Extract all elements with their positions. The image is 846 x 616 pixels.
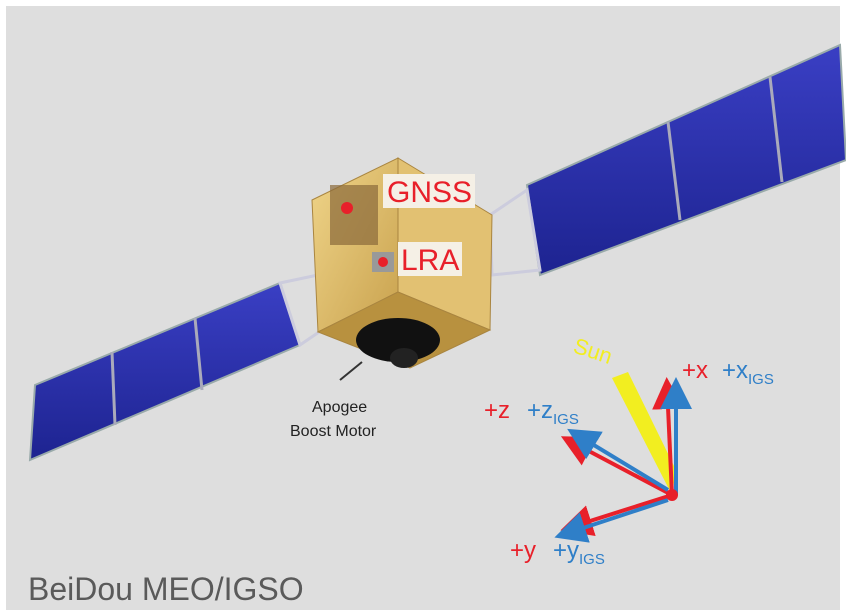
label-gnss: GNSS [387, 176, 472, 209]
label-main: +z [527, 397, 553, 424]
label-main: +y [553, 537, 579, 564]
label-y-igs: +yIGS [553, 537, 605, 568]
leader-line [339, 361, 363, 381]
axis-z-igs [567, 428, 670, 492]
apogee-motor [356, 318, 440, 362]
label-sub: IGS [748, 371, 774, 388]
label-z-igs: +zIGS [527, 397, 579, 428]
panel-divider [193, 317, 204, 391]
label-x-igs: +xIGS [722, 357, 774, 388]
label-z: +z [484, 397, 510, 424]
label-sub: IGS [553, 411, 579, 428]
label-x: +x [682, 357, 708, 384]
axis-y-igs [554, 498, 669, 543]
origin [666, 489, 678, 501]
label-bg [398, 242, 462, 276]
label-boost-motor: Boost Motor [290, 423, 377, 440]
sun-arrow [612, 372, 676, 495]
label-sub: IGS [579, 551, 605, 568]
lra-point [378, 257, 388, 267]
gnss-antenna [330, 185, 378, 245]
label-main: +x [722, 357, 748, 384]
panel-divider [110, 351, 117, 426]
motor-nozzle [390, 348, 418, 368]
panel-divider [666, 121, 682, 221]
label-y: +y [510, 537, 536, 564]
label-apogee: Apogee [312, 399, 367, 416]
label-lra: LRA [401, 244, 459, 277]
label-bg [383, 174, 475, 208]
panel-divider [768, 76, 784, 183]
gnss-point [341, 202, 353, 214]
caption: BeiDou MEO/IGSO [28, 571, 304, 607]
